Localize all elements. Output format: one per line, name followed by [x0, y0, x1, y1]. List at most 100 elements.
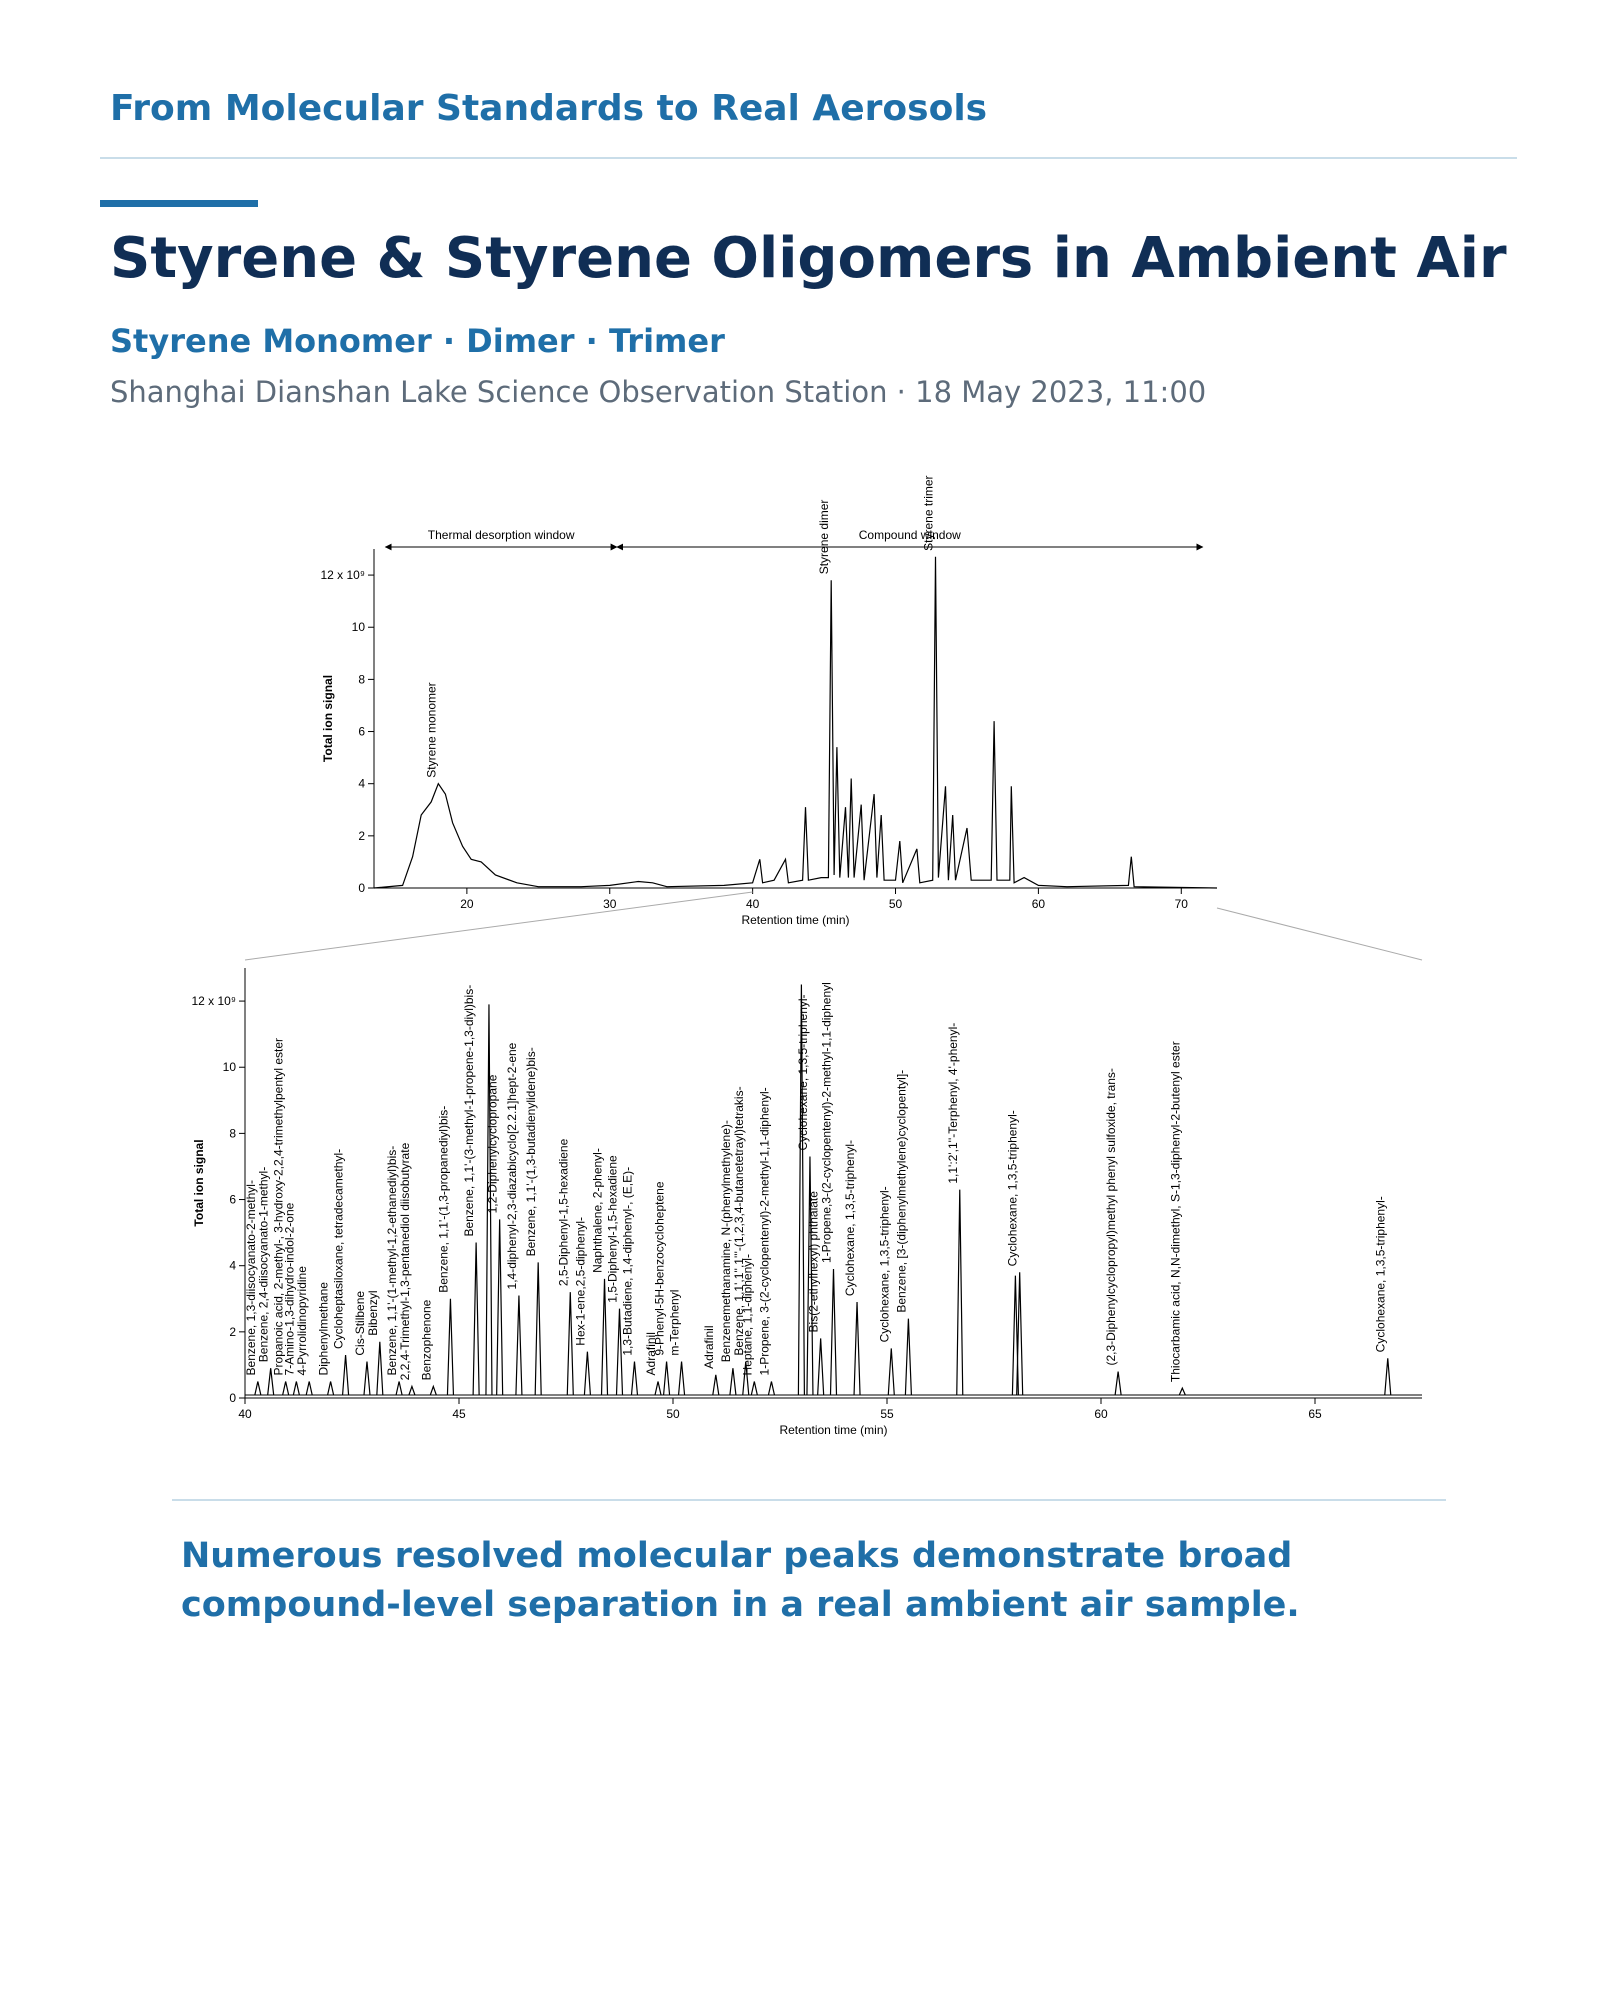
- x-tick-label: 20: [460, 897, 474, 911]
- peak-label: Bibenzyl: [366, 1290, 380, 1335]
- station: Shanghai Dianshan Lake Science Observati…: [110, 375, 1207, 409]
- peak-label: Benzene, 1,1',1'',1'''-(1,2,3,4-butanete…: [732, 1086, 746, 1355]
- peak-label: 1,5-Diphenyl-1,5-hexadiene: [606, 1155, 620, 1303]
- peak-label: Benzenemethanamine, N-(phenylmethylene)-: [719, 1120, 733, 1362]
- peak: [615, 1308, 624, 1396]
- x-tick-label: 70: [1175, 897, 1189, 911]
- peak: [534, 1262, 542, 1396]
- x-tick-label: 65: [1308, 1407, 1322, 1421]
- y-tick-label: 2: [358, 829, 365, 843]
- y-tick-label: 12 x 10⁹: [191, 994, 236, 1008]
- x-tick-label: 60: [1032, 897, 1046, 911]
- peak: [729, 1368, 737, 1396]
- peak: [395, 1381, 403, 1396]
- peak-label: Adrafinil: [644, 1332, 658, 1375]
- peak: [662, 1361, 671, 1396]
- peak-label: Benzene, 1,3-diisocyanato-2-methyl-: [244, 1180, 258, 1375]
- peak: [750, 1381, 758, 1396]
- trace: [373, 556, 1218, 889]
- rule: [100, 157, 1517, 159]
- peak: [282, 1381, 290, 1396]
- y-tick-label: 6: [229, 1193, 236, 1207]
- peak: [600, 1278, 609, 1396]
- peak: [292, 1381, 300, 1396]
- peak-annotation: Styrene trimer: [922, 475, 936, 550]
- peak-label: 1,3-Butadiene, 1,4-diphenyl-, (E,E)-: [620, 1167, 634, 1356]
- y-tick-label: 10: [352, 620, 366, 634]
- peak-label: 2,2,4-Trimethyl-1,3-pentanediol diisobut…: [398, 1142, 412, 1380]
- x-axis-label: Retention time (min): [741, 913, 849, 927]
- peak-label: Benzene, 1,1'-(1,3-propanediyl)bis-: [436, 1106, 450, 1293]
- y-tick-label: 8: [229, 1126, 236, 1140]
- peak: [429, 1384, 437, 1396]
- y-tick-label: 0: [229, 1391, 236, 1405]
- peak-label: 1,2-Diphenylcyclopropane: [486, 1074, 500, 1213]
- peak-label: Benzene, 1,1'-(1-methyl-1,2-ethanediyl)b…: [385, 1146, 399, 1376]
- peak-label: Bis(2-ethylhexyl) phthalate: [807, 1191, 821, 1333]
- peak: [904, 1318, 912, 1396]
- peak: [305, 1381, 313, 1396]
- peak-label: 2,5-Diphenyl-1,5-hexadiene: [556, 1138, 570, 1286]
- y-tick-label: 12 x 10⁹: [320, 568, 365, 582]
- y-tick-label: 4: [229, 1259, 236, 1273]
- y-tick-label: 2: [229, 1325, 236, 1339]
- separator: [172, 1499, 1446, 1501]
- peak-label: Propanoic acid, 2-methyl-, 3-hydroxy-2,2…: [272, 1038, 286, 1375]
- peak-label: Benzene, 1,1'-(1,3-butadienylidene)bis-: [524, 1047, 538, 1256]
- peak: [742, 1361, 750, 1396]
- peak-label: Benzene, [3-(diphenylmethylene)cyclopent…: [894, 1070, 908, 1313]
- peak-label: 1-Propene, 3-(2-cyclopentenyl)-2-methyl-…: [757, 1087, 771, 1375]
- peak: [677, 1361, 686, 1396]
- peak-label: Cyclohexane, 1,3,5-triphenyl-: [843, 1140, 857, 1296]
- peak: [956, 1189, 964, 1396]
- peak: [712, 1374, 720, 1396]
- zoom-line: [244, 891, 753, 961]
- y-tick-label: 0: [358, 881, 365, 895]
- peak-label: 1-Propene,3-(2-cyclopentenyl)-2-methyl-1…: [820, 982, 834, 1263]
- peak-label: Benzophenone: [419, 1299, 433, 1380]
- peak: [1114, 1371, 1122, 1396]
- peak-label: 4-Pyrrolidinopyridine: [295, 1266, 309, 1376]
- x-tick-label: 55: [880, 1407, 894, 1421]
- peak-label: Hex-1-ene,2,5-diphenyl-: [573, 1217, 587, 1346]
- x-tick-label: 40: [238, 1407, 252, 1421]
- y-tick-label: 10: [223, 1060, 237, 1074]
- peak: [376, 1341, 384, 1396]
- x-axis-label: Retention time (min): [779, 1423, 887, 1437]
- peak: [767, 1381, 776, 1396]
- peak-label: Diphenylmethane: [317, 1282, 331, 1376]
- peak: [566, 1292, 574, 1396]
- peak: [363, 1361, 371, 1396]
- peak-label: Cyclohexane, 1,3,5-triphenyl-: [877, 1186, 891, 1342]
- peak: [496, 1219, 504, 1396]
- zoom-line: [1216, 907, 1423, 961]
- peak: [829, 1268, 838, 1396]
- peak-label: Adrafinil: [702, 1325, 716, 1368]
- y-tick-label: 6: [358, 725, 365, 739]
- peak: [797, 984, 805, 1396]
- x-tick-label: 50: [889, 897, 903, 911]
- peak: [341, 1354, 350, 1396]
- peak-label: 7-Amino-1,3-dihydro-indol-2-one: [282, 1202, 296, 1375]
- peak: [630, 1361, 639, 1396]
- peak: [1384, 1358, 1392, 1396]
- peak-label: m-Terphenyl: [668, 1290, 682, 1356]
- subtitle: Styrene Monomer · Dimer · Trimer: [110, 322, 725, 360]
- peak-label: Thiocarbamic acid, N,N-dimethyl, S-1,3-d…: [1168, 1041, 1182, 1382]
- peak-annotation: Styrene monomer: [424, 682, 438, 777]
- peak: [472, 1242, 480, 1396]
- peak-label: Cyclohexane, 1,3,5-triphenyl-: [1374, 1196, 1388, 1352]
- peak-label: Naphthalene, 2-phenyl-: [591, 1148, 605, 1273]
- peak: [515, 1295, 523, 1396]
- peak: [583, 1351, 591, 1396]
- caption: Numerous resolved molecular peaks demons…: [181, 1536, 1300, 1625]
- peak-label: Cyclohexane, 1,3,5-triphenyl-: [1006, 1110, 1020, 1266]
- peak: [254, 1381, 262, 1396]
- peak-label: Benzene, 2,4-diisocyanato-1-methyl-: [257, 1167, 271, 1362]
- window-label: Compound window: [859, 528, 961, 542]
- peak: [267, 1368, 275, 1396]
- x-tick-label: 45: [452, 1407, 466, 1421]
- peak-label: (2,3-Diphenylcyclopropyl)methyl phenyl s…: [1104, 1068, 1118, 1365]
